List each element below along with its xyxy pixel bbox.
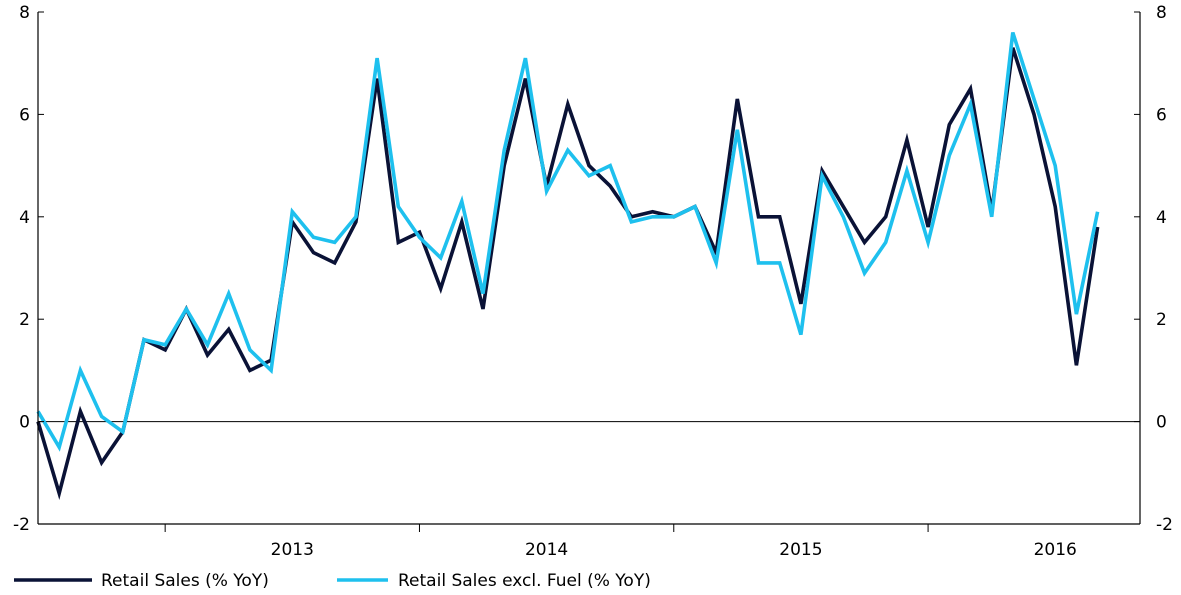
legend-label-retail-sales-excl-fuel: Retail Sales excl. Fuel (% YoY) bbox=[398, 571, 651, 591]
x-tick-label: 2016 bbox=[1034, 540, 1077, 560]
legend-label-retail-sales: Retail Sales (% YoY) bbox=[101, 571, 269, 591]
y-tick-label-left: 4 bbox=[19, 208, 30, 228]
x-tick-label: 2013 bbox=[271, 540, 314, 560]
y-tick-label-right: 4 bbox=[1156, 208, 1167, 228]
axes: -2 -2 0 0 2 2 4 4 6 6 8 8 2013 2014 2015 2016 bbox=[13, 3, 1173, 560]
series-line-retail-sales bbox=[36, 47, 1100, 501]
legend: Retail Sales (% YoY) Retail Sales excl. … bbox=[14, 571, 651, 591]
y-tick-label-right: 2 bbox=[1156, 310, 1167, 330]
series-lines bbox=[36, 31, 1100, 501]
y-tick-label-left: -2 bbox=[13, 515, 30, 535]
y-tick-label-left: 8 bbox=[19, 3, 30, 23]
y-tick-label-left: 6 bbox=[19, 105, 30, 125]
y-tick-label-right: -2 bbox=[1156, 515, 1173, 535]
series-line-retail-sales-excl-fuel bbox=[36, 31, 1100, 452]
y-tick-label-left: 2 bbox=[19, 310, 30, 330]
y-tick-label-left: 0 bbox=[19, 413, 30, 433]
y-tick-label-right: 0 bbox=[1156, 413, 1167, 433]
x-tick-label: 2015 bbox=[779, 540, 822, 560]
y-tick-label-right: 6 bbox=[1156, 105, 1167, 125]
y-tick-label-right: 8 bbox=[1156, 3, 1167, 23]
x-tick-label: 2014 bbox=[525, 540, 568, 560]
